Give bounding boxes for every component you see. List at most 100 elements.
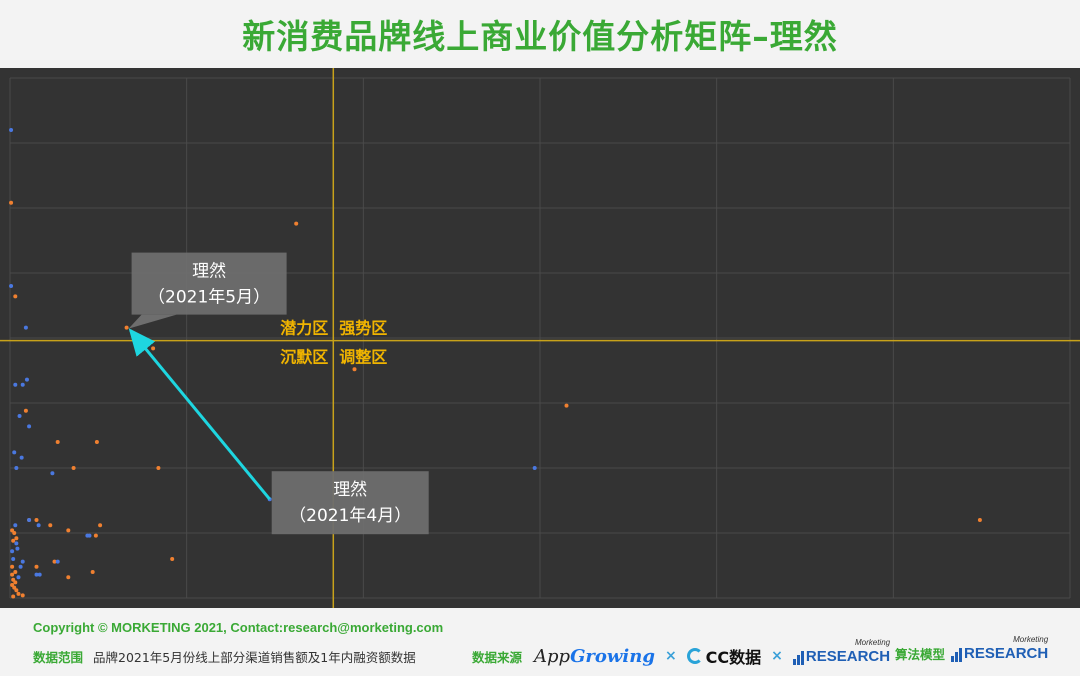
data-point-series-1	[13, 570, 18, 574]
algorithm-model: 算法模型 RESEARCH Morketing	[895, 635, 1049, 663]
data-point-series-1	[11, 538, 16, 543]
data-point-series-2	[9, 128, 14, 132]
callout-date-1: （2021年5月）	[148, 288, 270, 308]
data-point-series-1	[34, 518, 39, 522]
research-logo-text: RESEARCH	[805, 647, 891, 665]
data-point-series-2	[34, 572, 39, 577]
footer: Copyright © MORKETING 2021, Contact:rese…	[0, 608, 1080, 676]
appgrowing-logo: AppGrowing	[534, 646, 655, 667]
callout-brand-2: 理然	[333, 480, 367, 500]
research-logo-small: Morketing	[854, 637, 891, 647]
quadrant-label-silent: 沉默区	[280, 348, 328, 367]
data-point-series-2	[14, 466, 19, 470]
quadrant-label-adjust: 调整区	[339, 348, 387, 367]
data-point-series-1	[564, 403, 569, 408]
data-point-series-1	[13, 294, 18, 299]
data-point-series-2	[11, 557, 16, 561]
data-point-series-1	[16, 591, 21, 596]
data-point-series-2	[15, 546, 20, 551]
data-point-series-2	[50, 471, 55, 476]
data-point-series-2	[16, 575, 21, 580]
data-point-series-1	[10, 572, 15, 577]
research-bars-icon-2	[951, 648, 963, 662]
data-point-series-1	[66, 528, 71, 533]
callout-box-2	[271, 471, 429, 535]
data-point-series-2	[18, 564, 23, 569]
data-point-series-2	[12, 450, 17, 455]
data-point-series-2	[532, 466, 537, 470]
data-scope-label: 数据范围	[33, 650, 84, 665]
data-point-series-1	[23, 408, 28, 413]
data-point-series-1	[14, 588, 19, 593]
data-point-series-2	[13, 382, 18, 387]
data-point-series-1	[124, 325, 129, 330]
data-point-series-1	[14, 536, 19, 541]
callout-date-2: （2021年4月）	[289, 506, 411, 526]
data-point-series-1	[170, 557, 175, 561]
data-point-series-1	[52, 559, 57, 564]
data-point-series-1	[93, 533, 98, 538]
data-point-series-2	[20, 559, 25, 564]
data-point-series-2	[9, 284, 14, 288]
cc-logo-icon	[686, 648, 703, 664]
data-point-series-2	[23, 325, 28, 330]
data-point-series-1	[34, 564, 39, 569]
copyright-text: Copyright © MORKETING 2021, Contact:rese…	[33, 620, 444, 635]
quadrant-label-strong: 强势区	[339, 319, 387, 338]
appgrowing-logo-a: App	[534, 645, 571, 667]
data-point-series-2	[14, 541, 19, 546]
data-point-series-1	[48, 523, 53, 528]
chart-title: 新消费品牌线上商业价值分析矩阵–理然	[242, 17, 838, 56]
data-point-series-1	[98, 523, 103, 528]
cc-logo-text: CC数据	[705, 648, 762, 667]
data-source-label: 数据来源	[472, 649, 523, 665]
trend-arrow	[128, 328, 271, 501]
data-point-series-2	[20, 382, 25, 387]
callout-tail-1	[128, 314, 177, 329]
data-point-series-1	[977, 518, 982, 522]
callout-brand-1: 理然	[192, 262, 226, 282]
data-scope: 数据范围 品牌2021年5月份线上部分渠道销售额及1年内融资额数据	[33, 647, 416, 666]
data-point-series-1	[294, 221, 299, 226]
data-point-series-1	[13, 580, 18, 585]
times-symbol-1: ×	[664, 648, 677, 664]
scatter-plot-area: 潜力区 强势区 沉默区 调整区 理然 （2021年5月） 理然 （2021年4月）	[0, 68, 1080, 608]
data-point-series-1	[66, 575, 71, 580]
data-point-series-1	[11, 594, 16, 599]
appgrowing-logo-b: Growing	[570, 645, 655, 667]
data-source: 数据来源 AppGrowing × CC数据 × RESEARCH Morket…	[472, 638, 891, 668]
data-point-series-1	[12, 531, 17, 535]
data-point-series-1	[71, 466, 76, 470]
data-point-series-2	[27, 424, 32, 429]
algorithm-model-label: 算法模型	[895, 647, 946, 662]
data-point-series-1	[9, 200, 14, 205]
morketing-research-logo-2: RESEARCH Morketing	[951, 635, 1049, 662]
data-point-series-1	[94, 440, 99, 444]
data-point-series-2	[36, 523, 41, 528]
data-point-series-1	[352, 367, 357, 372]
data-point-series-1	[90, 570, 95, 574]
callout-box-1	[131, 252, 287, 315]
morketing-research-logo: RESEARCH Morketing	[792, 638, 891, 665]
data-point-series-1	[10, 564, 15, 569]
data-point-series-2	[13, 523, 18, 528]
cc-data-logo: CC数据	[686, 644, 762, 668]
data-point-series-1	[156, 466, 161, 470]
data-point-series-2	[27, 518, 32, 522]
research-logo-text-2: RESEARCH	[964, 645, 1049, 662]
data-point-series-2	[37, 572, 42, 577]
data-point-series-2	[17, 414, 22, 418]
research-logo-small-2: Morketing	[1013, 635, 1049, 644]
data-scope-text: 品牌2021年5月份线上部分渠道销售额及1年内融资额数据	[93, 650, 416, 665]
data-point-series-2	[19, 455, 24, 460]
data-point-series-2	[10, 549, 15, 554]
times-symbol-2: ×	[771, 648, 783, 664]
data-point-series-2	[55, 559, 60, 564]
data-point-series-1	[151, 346, 156, 351]
research-bars-icon	[792, 650, 804, 665]
quadrant-label-potential: 潜力区	[280, 319, 328, 338]
data-point-series-2	[87, 533, 92, 538]
data-point-series-1	[20, 593, 25, 598]
data-point-series-1	[55, 440, 60, 444]
